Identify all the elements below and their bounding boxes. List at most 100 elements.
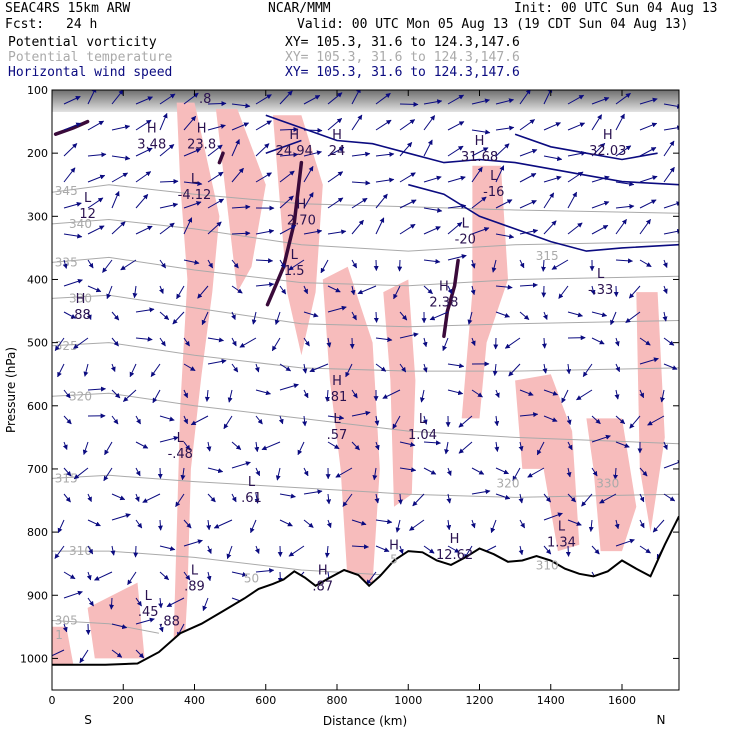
valid-time: Valid: 00 UTC Mon 05 Aug 13 (19 CDT Sun … <box>297 17 689 32</box>
wind-arrow-250 <box>351 180 371 186</box>
wind-arrow-122 <box>183 415 188 425</box>
wind-arrow-407 <box>527 467 545 478</box>
x-tick-label-6: 1200 <box>466 694 494 707</box>
theta-extremum-value-2: 320 <box>497 477 520 491</box>
wind-arrow-346 <box>470 285 476 296</box>
wind-arrow-359 <box>495 143 510 157</box>
theta-extremum-value-4: 310 <box>536 559 559 573</box>
wind-arrow-10 <box>57 363 65 378</box>
wind-arrow-417 <box>551 259 569 270</box>
wind-arrow-213 <box>303 192 314 209</box>
y-tick-label-7: 800 <box>27 526 48 539</box>
wind-arrow-295 <box>399 363 407 373</box>
wind-arrow-241 <box>327 441 340 450</box>
wind-arrow-209 <box>303 94 321 105</box>
x-tick-label-1: 200 <box>113 694 134 707</box>
wind-arrow-135 <box>207 198 225 209</box>
south-label: S <box>84 713 92 727</box>
wind-arrow-375 <box>519 90 531 105</box>
wind-arrow-288 <box>399 172 416 183</box>
theta-extremum-value-5: 50 <box>244 571 259 585</box>
wind-arrow-176 <box>255 228 275 235</box>
wind-arrow-437 <box>591 311 608 318</box>
wind-arrow-224 <box>303 489 323 495</box>
pv-shade-4 <box>383 279 416 507</box>
wind-arrow-292 <box>393 285 401 300</box>
wind-arrow-85 <box>135 597 142 607</box>
extremum-letter-22: L <box>191 564 199 579</box>
wind-arrow-441 <box>591 415 601 425</box>
wind-arrow-146 <box>207 493 216 503</box>
wind-arrow-159 <box>231 311 236 321</box>
wind-arrow-169 <box>231 571 248 577</box>
wind-arrow-228 <box>327 92 343 105</box>
y-tick-label-2: 300 <box>27 210 48 223</box>
wind-arrow-285 <box>399 101 419 107</box>
wind-arrow-294 <box>399 332 419 339</box>
wind-arrow-363 <box>491 259 497 273</box>
wind-arrow-312 <box>422 337 428 348</box>
wind-contour-3 <box>514 133 658 161</box>
wind-arrow-351 <box>458 415 473 428</box>
wind-arrow-257 <box>345 363 353 378</box>
extremum-letter-4: H <box>475 134 485 149</box>
wind-arrow-490 <box>662 259 668 268</box>
wind-arrow-495 <box>660 389 665 403</box>
wind-arrow-388 <box>518 441 524 452</box>
x-tick-label-7: 1400 <box>537 694 565 707</box>
wind-arrow-334 <box>444 441 450 455</box>
wind-arrow-141 <box>207 358 227 365</box>
wind-arrow-300 <box>397 493 403 505</box>
wind-arrow-267 <box>375 119 392 131</box>
wind-arrow-19 <box>63 590 83 599</box>
wind-arrow-255 <box>351 311 357 321</box>
wind-arrow-483 <box>639 545 651 554</box>
wind-arrow-386 <box>519 389 534 396</box>
wind-arrow-168 <box>226 545 233 560</box>
wind-arrow-342 <box>471 166 483 183</box>
wind-arrow-378 <box>519 173 537 183</box>
wind-arrow-314 <box>419 389 425 403</box>
wind-arrow-362 <box>495 233 515 239</box>
wind-arrow-399 <box>541 259 547 272</box>
extremum-value-9: 2.70 <box>287 213 316 228</box>
wind-arrow-8 <box>63 311 77 319</box>
wind-arrow-464 <box>614 519 620 530</box>
y-tick-label-3: 400 <box>27 273 48 286</box>
wind-arrow-210 <box>303 127 323 133</box>
wind-arrow-469 <box>639 175 658 183</box>
wind-arrow-468 <box>639 147 657 157</box>
wind-arrow-247 <box>351 90 361 105</box>
wind-arrow-129 <box>166 597 185 608</box>
wind-arrow-158 <box>231 285 243 294</box>
wind-arrow-116 <box>183 259 200 265</box>
wind-arrow-84 <box>127 571 137 586</box>
wind-arrow-62 <box>94 571 113 581</box>
wind-arrow-236 <box>327 305 347 313</box>
wind-arrow-160 <box>231 337 237 347</box>
y-tick-label-0: 100 <box>27 84 48 97</box>
wind-arrow-103 <box>142 493 161 503</box>
wind-arrow-430 <box>591 114 603 131</box>
wind-arrow-29 <box>87 285 102 293</box>
wind-arrow-445 <box>588 519 594 532</box>
wind-arrow-454 <box>615 258 633 264</box>
wind-arrow-96 <box>159 311 170 320</box>
wind-arrow-71 <box>135 225 153 235</box>
wind-arrow-17 <box>54 545 65 559</box>
wind-arrow-237 <box>326 337 332 348</box>
wind-arrow-443 <box>591 467 598 477</box>
wind-arrow-341 <box>471 147 489 157</box>
wind-arrow-321 <box>447 94 465 105</box>
wind-arrow-214 <box>303 229 323 235</box>
wind-arrow-26 <box>87 197 104 209</box>
wind-arrow-478 <box>629 415 641 429</box>
y-tick-label-6: 700 <box>27 463 48 476</box>
wind-arrow-327 <box>447 254 467 261</box>
wind-arrow-491 <box>662 285 668 294</box>
wind-arrow-461 <box>615 441 630 448</box>
y-tick-label-8: 900 <box>27 589 48 602</box>
y-tick-label-5: 600 <box>27 400 48 413</box>
wind-arrow-338 <box>447 545 460 553</box>
theta-extremum-value-0: 5 <box>390 552 398 566</box>
